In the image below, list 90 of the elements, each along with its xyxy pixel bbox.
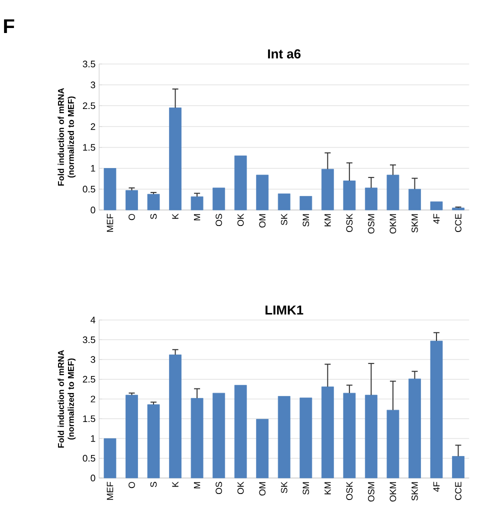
y-tick-label: 1.5 (83, 415, 96, 422)
y-axis-title: Fold induction of mRNA (normalized to MEF) (58, 350, 76, 448)
y-tick-label: 0.5 (82, 454, 96, 462)
chart-title: Int a6 (268, 49, 301, 58)
y-tick-label: 2.5 (82, 376, 96, 383)
bar (321, 386, 334, 478)
y-tick-label: 3.5 (82, 336, 96, 344)
bar (386, 410, 400, 478)
x-tick-label: S (150, 482, 157, 488)
bar (278, 194, 290, 210)
x-tick-label: K (172, 482, 178, 487)
x-tick-label: OK (237, 214, 244, 226)
x-tick-label: O (128, 482, 135, 488)
bar (126, 190, 138, 210)
y-tick-label: 0 (90, 474, 96, 482)
bar (386, 174, 400, 210)
x-tick-label: M (194, 214, 200, 220)
x-tick-label: OSM (368, 214, 374, 234)
x-tick-label: OM (259, 482, 266, 496)
bar (190, 196, 204, 210)
x-tick-label: SK (280, 482, 288, 494)
bar (364, 394, 378, 478)
x-tick-label: SK (280, 214, 288, 226)
bar (126, 394, 138, 478)
bar (256, 174, 269, 210)
bar (190, 398, 204, 478)
x-tick-label: KM (324, 214, 331, 226)
bar (343, 392, 356, 478)
bar (147, 404, 160, 478)
x-tick-label: OKM (390, 214, 396, 234)
x-tick-label: KM (324, 482, 331, 494)
x-tick-label: SKM (412, 482, 418, 501)
y-tick-label: 1 (91, 165, 96, 172)
bar (104, 168, 116, 210)
bar (408, 188, 421, 210)
y-tick-label: 1.5 (83, 144, 96, 151)
bar (278, 396, 290, 478)
x-tick-label: OSK (346, 482, 353, 500)
x-tick-label: SM (302, 482, 310, 495)
bar (300, 398, 312, 478)
text: F (4, 19, 14, 34)
x-tick-label: OS (216, 482, 222, 494)
y-tick-label: 2 (90, 123, 96, 130)
x-tick-label: OSK (346, 214, 353, 232)
bar (321, 168, 334, 210)
bar (212, 392, 226, 478)
bar (256, 418, 269, 478)
x-tick-label: M (194, 482, 200, 488)
bar (343, 180, 356, 210)
bar (300, 196, 312, 210)
y-tick-label: 3 (90, 356, 96, 363)
y-tick-label: 0 (90, 206, 96, 214)
x-tick-label: CCE (455, 482, 462, 500)
x-tick-label: OSM (368, 482, 374, 502)
x-tick-label: OK (237, 482, 244, 494)
y-tick-label: 0.5 (82, 186, 96, 192)
x-tick-label: O (128, 214, 135, 220)
x-tick-label: SKM (412, 214, 418, 233)
bar (452, 456, 464, 478)
y-tick-label: 2 (90, 396, 96, 402)
y-tick-label: 3 (90, 82, 96, 88)
bar (147, 194, 160, 210)
bar (169, 354, 182, 478)
bar (234, 156, 247, 210)
y-tick-label: 4 (90, 316, 96, 324)
x-tick-label: S (150, 214, 157, 220)
x-tick-label: MEF (106, 482, 114, 500)
bar (430, 201, 443, 210)
x-tick-label: CCE (455, 214, 462, 232)
bar (430, 340, 443, 478)
y-tick-label: 3.5 (82, 60, 96, 68)
bar (408, 378, 421, 478)
bar (234, 384, 247, 478)
bar (104, 438, 116, 478)
x-tick-label: OM (259, 214, 266, 228)
bar (212, 188, 226, 210)
y-axis-title: Fold induction of mRNA (normalized to MEF) (58, 88, 76, 186)
x-tick-label: OKM (390, 482, 396, 502)
x-tick-label: OS (216, 214, 222, 226)
bar (452, 208, 464, 210)
x-tick-label: MEF (106, 214, 114, 232)
y-tick-label: 2.5 (82, 102, 96, 110)
y-tick-label: 1 (91, 435, 96, 442)
bar (364, 188, 378, 210)
x-tick-label: 4F (433, 214, 440, 224)
x-tick-label: 4F (433, 482, 440, 492)
x-tick-label: SM (302, 214, 310, 227)
x-tick-label: K (172, 214, 178, 219)
bar (169, 108, 182, 210)
chart-title: LIMK1 (266, 306, 304, 314)
